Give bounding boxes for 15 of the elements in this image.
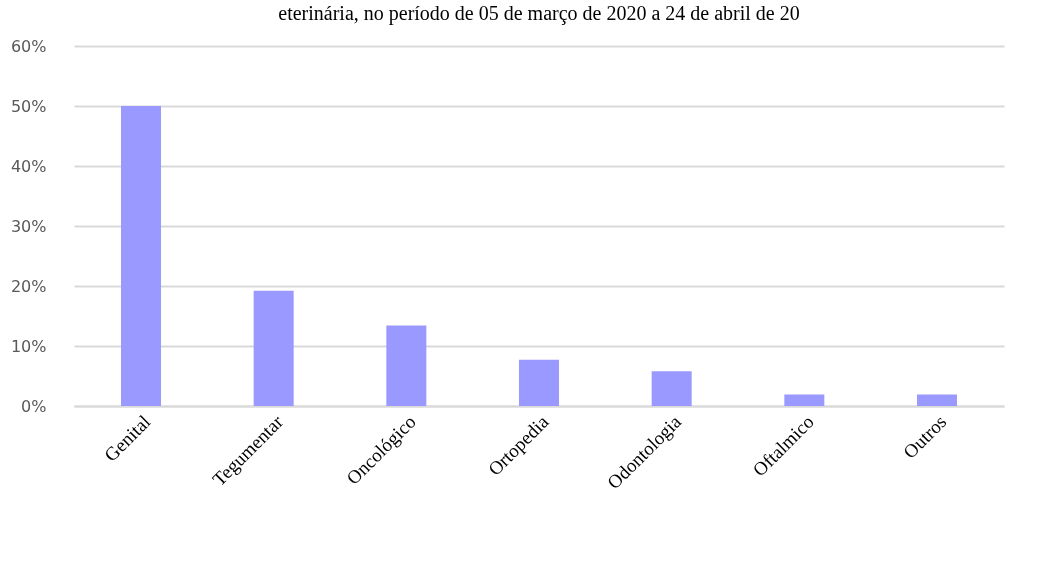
- y-tick-label: 10%: [10, 336, 47, 356]
- bar: [519, 359, 559, 406]
- chart-title: eterinária, no período de 05 de março de 2020 a 24 de abril de 20: [278, 2, 800, 25]
- y-tick-label: 30%: [10, 216, 47, 236]
- y-tick-label: 20%: [10, 276, 47, 296]
- bar: [253, 290, 294, 406]
- bar: [917, 394, 957, 406]
- bar: [121, 106, 161, 406]
- y-tick-label: 40%: [10, 156, 47, 176]
- y-tick-label: 0%: [21, 396, 47, 416]
- bar: [386, 325, 427, 406]
- bar: [784, 394, 825, 406]
- y-tick-label: 60%: [10, 36, 47, 56]
- y-tick-label: 50%: [10, 96, 47, 116]
- bar: [651, 371, 692, 406]
